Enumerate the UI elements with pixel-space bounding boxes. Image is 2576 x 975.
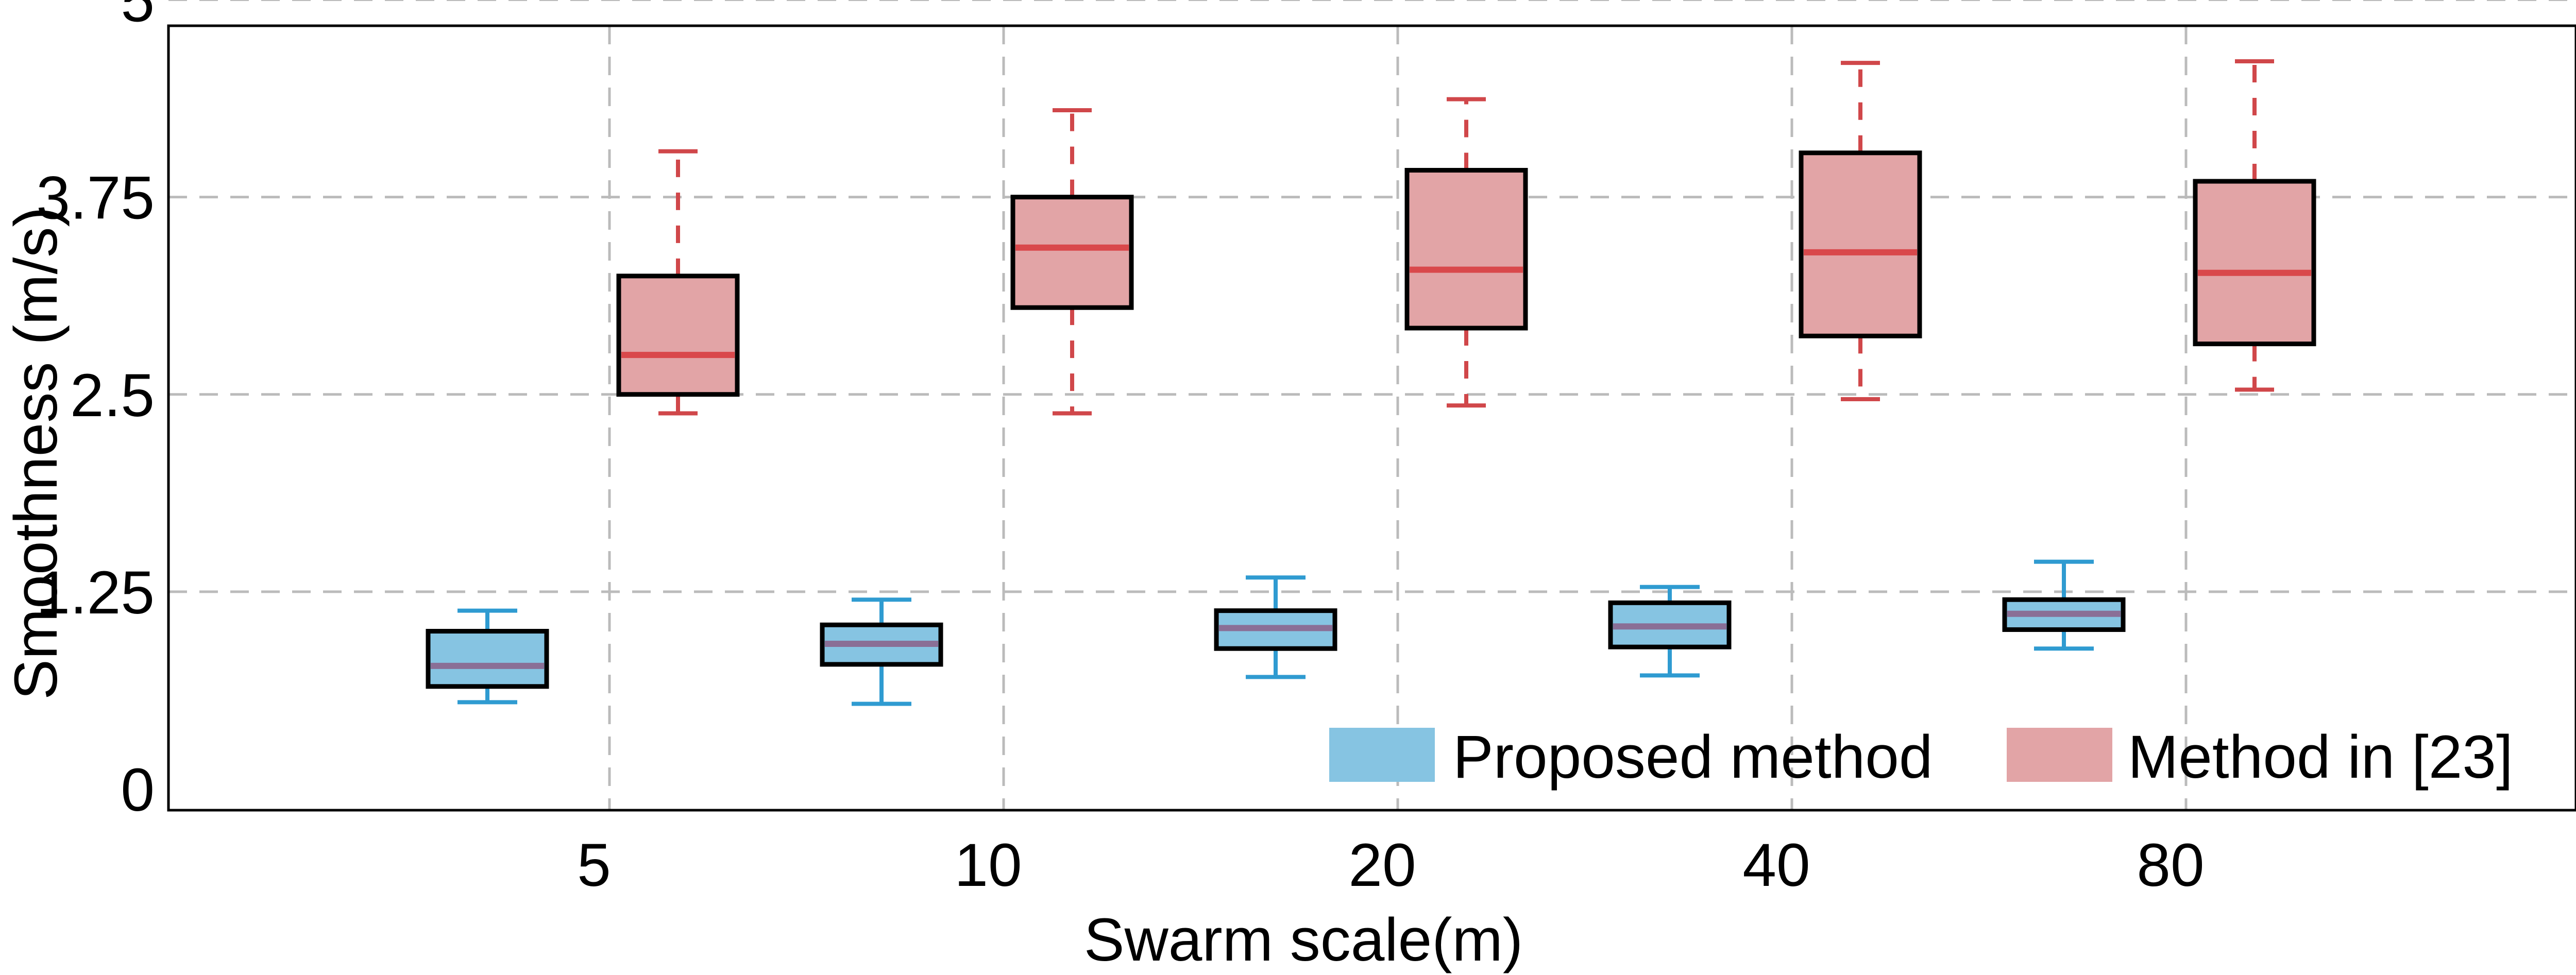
method23-box-group — [1010, 108, 1134, 416]
axis-ticks: 0 1.25 2.5 3.75 5 5 10 20 40 80 — [36, 0, 2204, 899]
proposed-box — [426, 629, 549, 689]
proposed-box-group — [1608, 585, 1732, 678]
method23-box — [1404, 168, 1528, 331]
proposed-legend-label: Proposed method — [1453, 723, 1933, 791]
proposed-box-group — [2002, 559, 2126, 651]
y-tick-label: 3.75 — [36, 164, 155, 232]
x-tick-label: 80 — [2137, 831, 2204, 899]
box-series — [426, 59, 2316, 706]
method23-box-group — [2193, 59, 2316, 392]
y-tick-label: 5 — [121, 0, 155, 35]
method23-box-group — [1799, 61, 1922, 401]
method23-box-group — [1404, 97, 1528, 408]
legend: Proposed method Method in [23] — [1329, 723, 2513, 791]
x-tick-label: 20 — [1348, 831, 1416, 899]
y-tick-label: 0 — [121, 756, 155, 824]
grid-lines — [168, 0, 2576, 810]
x-tick-label: 5 — [577, 831, 611, 899]
method23-box — [1010, 195, 1134, 310]
y-axis-title: Smoothness (m/s) — [2, 207, 70, 699]
proposed-legend-swatch — [1329, 728, 1435, 782]
method23-box-group — [616, 149, 740, 416]
proposed-box-group — [820, 597, 943, 706]
method23-box — [1799, 150, 1922, 338]
x-tick-label: 40 — [1742, 831, 1810, 899]
x-axis-title: Swarm scale(m) — [1084, 906, 1523, 974]
proposed-box-group — [1214, 575, 1337, 679]
method23-legend-label: Method in [23] — [2128, 723, 2513, 791]
y-tick-label: 2.5 — [70, 362, 155, 430]
y-tick-label: 1.25 — [36, 559, 155, 627]
method23-box — [616, 273, 740, 397]
plot-frame — [167, 24, 2576, 812]
x-tick-label: 10 — [954, 831, 1022, 899]
method23-box — [2193, 179, 2316, 347]
proposed-box-group — [426, 608, 549, 705]
method23-legend-swatch — [2007, 728, 2112, 782]
